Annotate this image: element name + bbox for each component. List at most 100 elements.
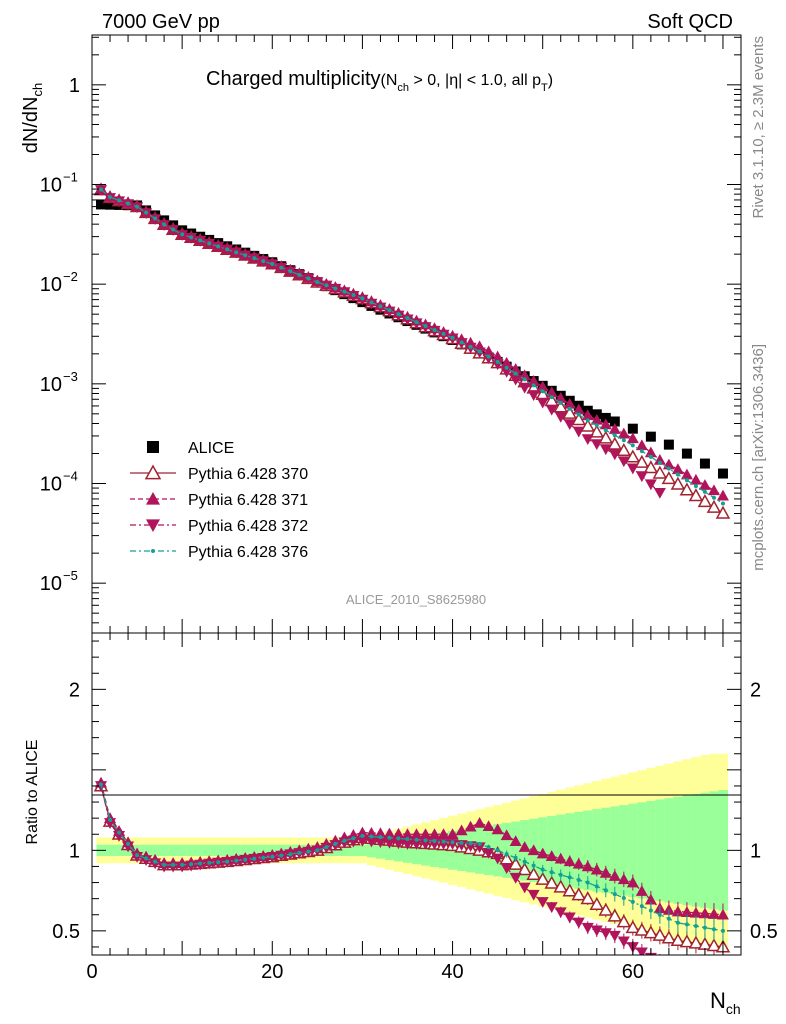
ratio-point-2	[401, 839, 414, 850]
series-point-3	[243, 253, 248, 258]
ratio-point-1	[671, 905, 684, 917]
series-point-3	[360, 296, 365, 301]
ratio-point-2	[104, 818, 117, 829]
ratio-point-3	[477, 841, 482, 846]
legend-marker	[146, 492, 160, 505]
legend-label: Pythia 6.428 370	[188, 466, 308, 483]
band-inner-segment	[574, 811, 584, 889]
series-point-3	[225, 247, 230, 252]
ratio-point-1	[482, 820, 495, 831]
ratio-point-1	[401, 828, 414, 840]
band-inner-segment	[673, 796, 684, 904]
ratio-point-1	[500, 829, 513, 841]
series-point-2	[482, 353, 495, 365]
y-tick-label: 10	[40, 573, 62, 595]
ratio-point-1	[356, 826, 369, 838]
ratio-point-3	[171, 862, 176, 867]
band-inner-segment	[411, 836, 422, 865]
series-point-1	[644, 446, 657, 458]
y-ratio-tick-label-right: 2	[750, 679, 761, 701]
band-inner-segment	[565, 813, 575, 888]
chart-title-sub-T: T	[541, 82, 548, 94]
legend-label: Pythia 6.428 372	[188, 518, 308, 535]
series-point-3	[189, 235, 194, 240]
ratio-point-3	[612, 892, 617, 897]
series-point-0	[589, 424, 605, 438]
series-point-3	[153, 216, 158, 221]
ratio-point-3	[549, 870, 554, 875]
ratio-point-0	[562, 883, 578, 897]
ratio-point-3	[558, 872, 563, 877]
chart-title-main: Charged multiplicity	[206, 68, 381, 90]
x-tick-label: 0	[86, 961, 97, 983]
band-inner-segment	[141, 844, 152, 856]
x-tick-label: 60	[622, 961, 644, 983]
ratio-point-2	[491, 853, 504, 865]
band-inner-segment	[231, 844, 242, 856]
series-point-3	[306, 276, 311, 281]
series-point-3	[432, 327, 437, 332]
ratio-point-3	[198, 861, 203, 866]
ratio-point-3	[387, 835, 392, 840]
ratio-point-1	[536, 847, 549, 859]
series-point-0	[553, 399, 568, 413]
series-point-3	[324, 283, 329, 288]
ratio-point-0	[706, 938, 722, 952]
series-point-3	[576, 412, 581, 417]
band-inner-segment	[682, 795, 693, 906]
ratio-point-1	[464, 820, 477, 832]
series-point-3	[216, 244, 221, 249]
series-point-2	[581, 434, 594, 446]
series-point-3	[405, 316, 410, 321]
series-point-0	[706, 499, 722, 513]
y-tick-label: 10	[40, 374, 62, 396]
series-point-0	[607, 436, 623, 450]
ratio-point-3	[162, 862, 167, 867]
ratio-point-0	[571, 887, 587, 901]
series-point-2	[590, 439, 603, 451]
ratio-point-2	[518, 882, 531, 894]
series-point-3	[261, 259, 266, 264]
ratio-point-2	[392, 838, 405, 850]
ratio-point-3	[324, 845, 329, 850]
ratio-point-3	[225, 859, 230, 864]
ratio-point-3	[234, 858, 239, 863]
series-point-2	[599, 444, 612, 456]
series-point-3	[720, 501, 725, 506]
series-point-3	[630, 443, 635, 448]
series-point-1	[626, 432, 639, 444]
chart-title-sub-ch: ch	[397, 82, 409, 94]
y-axis-label-ratio: Ratio to ALICE	[24, 740, 41, 845]
series-point-1	[581, 409, 594, 421]
series-point-3	[414, 320, 419, 325]
ratio-point-3	[702, 925, 707, 930]
band-inner-segment	[114, 844, 125, 856]
series-point-0	[598, 430, 614, 444]
ratio-point-3	[189, 862, 194, 867]
ratio-point-2	[572, 917, 585, 929]
series-point-2	[491, 359, 504, 371]
y-tick-exponent: −4	[63, 469, 78, 484]
data-point-alice	[645, 431, 656, 442]
ratio-point-3	[594, 884, 599, 889]
y-ratio-tick-label-right: 0.5	[750, 921, 778, 943]
ratio-point-3	[540, 867, 545, 872]
ratio-point-1	[419, 828, 432, 840]
series-point-3	[558, 400, 563, 405]
ratio-point-1	[635, 885, 648, 896]
ratio-point-2	[536, 897, 549, 908]
ratio-point-3	[666, 916, 671, 921]
data-point-alice	[600, 412, 611, 423]
ratio-point-3	[144, 856, 149, 861]
series-point-3	[459, 340, 464, 345]
ratio-point-2	[509, 872, 522, 884]
series-point-2	[626, 463, 639, 475]
y-tick-exponent: −1	[63, 170, 78, 185]
ratio-point-3	[333, 841, 338, 846]
y-axis-label-main: dN/dNch	[20, 83, 45, 153]
series-point-3	[135, 204, 140, 209]
ratio-point-1	[689, 906, 702, 918]
ratio-point-2	[419, 839, 432, 850]
y-ratio-tick-label-right: 1	[750, 840, 761, 862]
data-point-alice	[699, 458, 710, 469]
